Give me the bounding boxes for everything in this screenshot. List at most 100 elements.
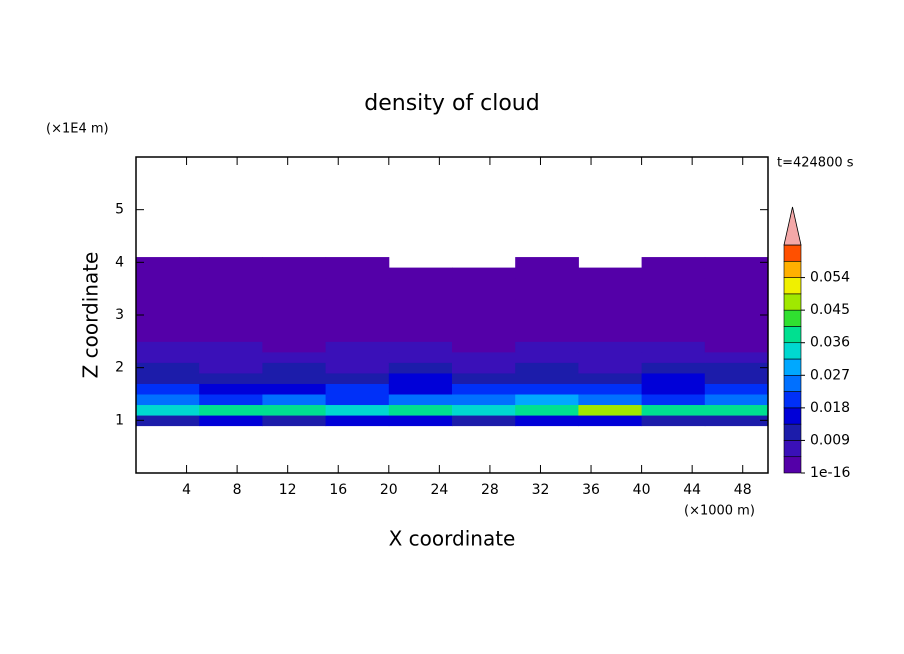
contour-cell <box>641 288 706 300</box>
contour-cell <box>641 330 706 342</box>
contour-cell <box>515 288 579 300</box>
contour-cell <box>136 415 200 427</box>
contour-cell <box>704 351 769 363</box>
contour-cell <box>136 267 200 279</box>
contour-cell <box>262 299 327 311</box>
colorbar-tick-label: 0.054 <box>810 270 850 286</box>
contour-cell <box>578 362 643 374</box>
contour-cell <box>325 362 390 374</box>
contour-cell <box>199 383 263 395</box>
contour-cell <box>578 330 643 342</box>
x-tick-label: 28 <box>481 482 499 498</box>
contour-cell <box>262 372 327 384</box>
contour-cell <box>262 362 327 374</box>
contour-cell <box>704 404 769 416</box>
contour-cell <box>452 320 516 332</box>
contour-cell <box>515 404 579 416</box>
contour-cell <box>641 351 706 363</box>
colorbar-band <box>783 423 802 441</box>
contour-cell <box>199 404 263 416</box>
contour-cell <box>325 394 390 406</box>
contour-cell <box>136 257 200 269</box>
contour-cell <box>578 415 643 427</box>
colorbar-band <box>783 456 802 474</box>
contour-cell <box>515 351 579 363</box>
contour-cell <box>641 372 706 384</box>
contour-cell <box>578 309 643 321</box>
contour-cell <box>515 341 579 353</box>
contour-cell <box>199 415 263 427</box>
contour-cell <box>452 362 516 374</box>
colorbar-tick-label: 0.009 <box>810 432 850 448</box>
contour-cell <box>704 394 769 406</box>
contour-cell <box>515 257 579 269</box>
contour-cell <box>388 404 453 416</box>
contour-cell <box>388 288 453 300</box>
contour-cell <box>262 267 327 279</box>
contour-cell <box>704 257 769 269</box>
contour-cell <box>641 383 706 395</box>
contour-cell <box>578 267 643 279</box>
contour-cell <box>325 341 390 353</box>
contour-cell <box>136 299 200 311</box>
contour-cell <box>136 351 200 363</box>
contour-cell <box>452 309 516 321</box>
contour-cell <box>515 309 579 321</box>
contour-cell <box>262 404 327 416</box>
colorbar-tick-label: 1e-16 <box>810 465 850 481</box>
y-tick-label: 5 <box>115 202 124 218</box>
contour-cell <box>578 394 643 406</box>
contour-cell <box>578 278 643 290</box>
contour-cell <box>641 415 706 427</box>
contour-cell <box>136 288 200 300</box>
contour-cell <box>515 320 579 332</box>
contour-cell <box>199 394 263 406</box>
contour-cell <box>452 404 516 416</box>
colorbar-band <box>783 244 802 262</box>
contour-cell <box>325 288 390 300</box>
contour-cell <box>515 278 579 290</box>
x-unit: (×1000 m) <box>684 504 755 519</box>
x-tick-label: 12 <box>279 482 297 498</box>
x-axis-label: X coordinate <box>389 527 516 551</box>
x-tick-label: 16 <box>329 482 347 498</box>
contour-cell <box>136 383 200 395</box>
contour-cell <box>136 404 200 416</box>
contour-cell <box>452 278 516 290</box>
contour-cell <box>262 383 327 395</box>
contour-cell <box>704 383 769 395</box>
contour-cell <box>388 383 453 395</box>
colorbar-band <box>783 293 802 311</box>
contour-cell <box>199 341 263 353</box>
contour-cell <box>452 372 516 384</box>
contour-cell <box>641 394 706 406</box>
colorbar-band <box>783 326 802 344</box>
contour-cell <box>452 330 516 342</box>
y-axis-label: Z coordinate <box>79 252 103 379</box>
contour-cell <box>136 278 200 290</box>
contour-cell <box>515 330 579 342</box>
contour-cell <box>704 278 769 290</box>
contour-cell <box>641 257 706 269</box>
contour-cell <box>199 372 263 384</box>
x-tick-label: 40 <box>633 482 651 498</box>
contour-cell <box>515 299 579 311</box>
contour-cell <box>515 372 579 384</box>
contour-cell <box>262 309 327 321</box>
contour-cell <box>136 341 200 353</box>
contour-cell <box>704 299 769 311</box>
contour-cell <box>578 383 643 395</box>
contour-cell <box>325 299 390 311</box>
contour-cell <box>641 362 706 374</box>
contour-cell <box>325 351 390 363</box>
contour-cell <box>325 372 390 384</box>
contour-cell <box>452 299 516 311</box>
contour-cell <box>452 288 516 300</box>
colorbar-band <box>783 358 802 376</box>
contour-cell <box>515 383 579 395</box>
y-tick-label: 2 <box>115 360 124 376</box>
contour-cell <box>199 351 263 363</box>
contour-cell <box>578 288 643 300</box>
contour-cell <box>704 288 769 300</box>
